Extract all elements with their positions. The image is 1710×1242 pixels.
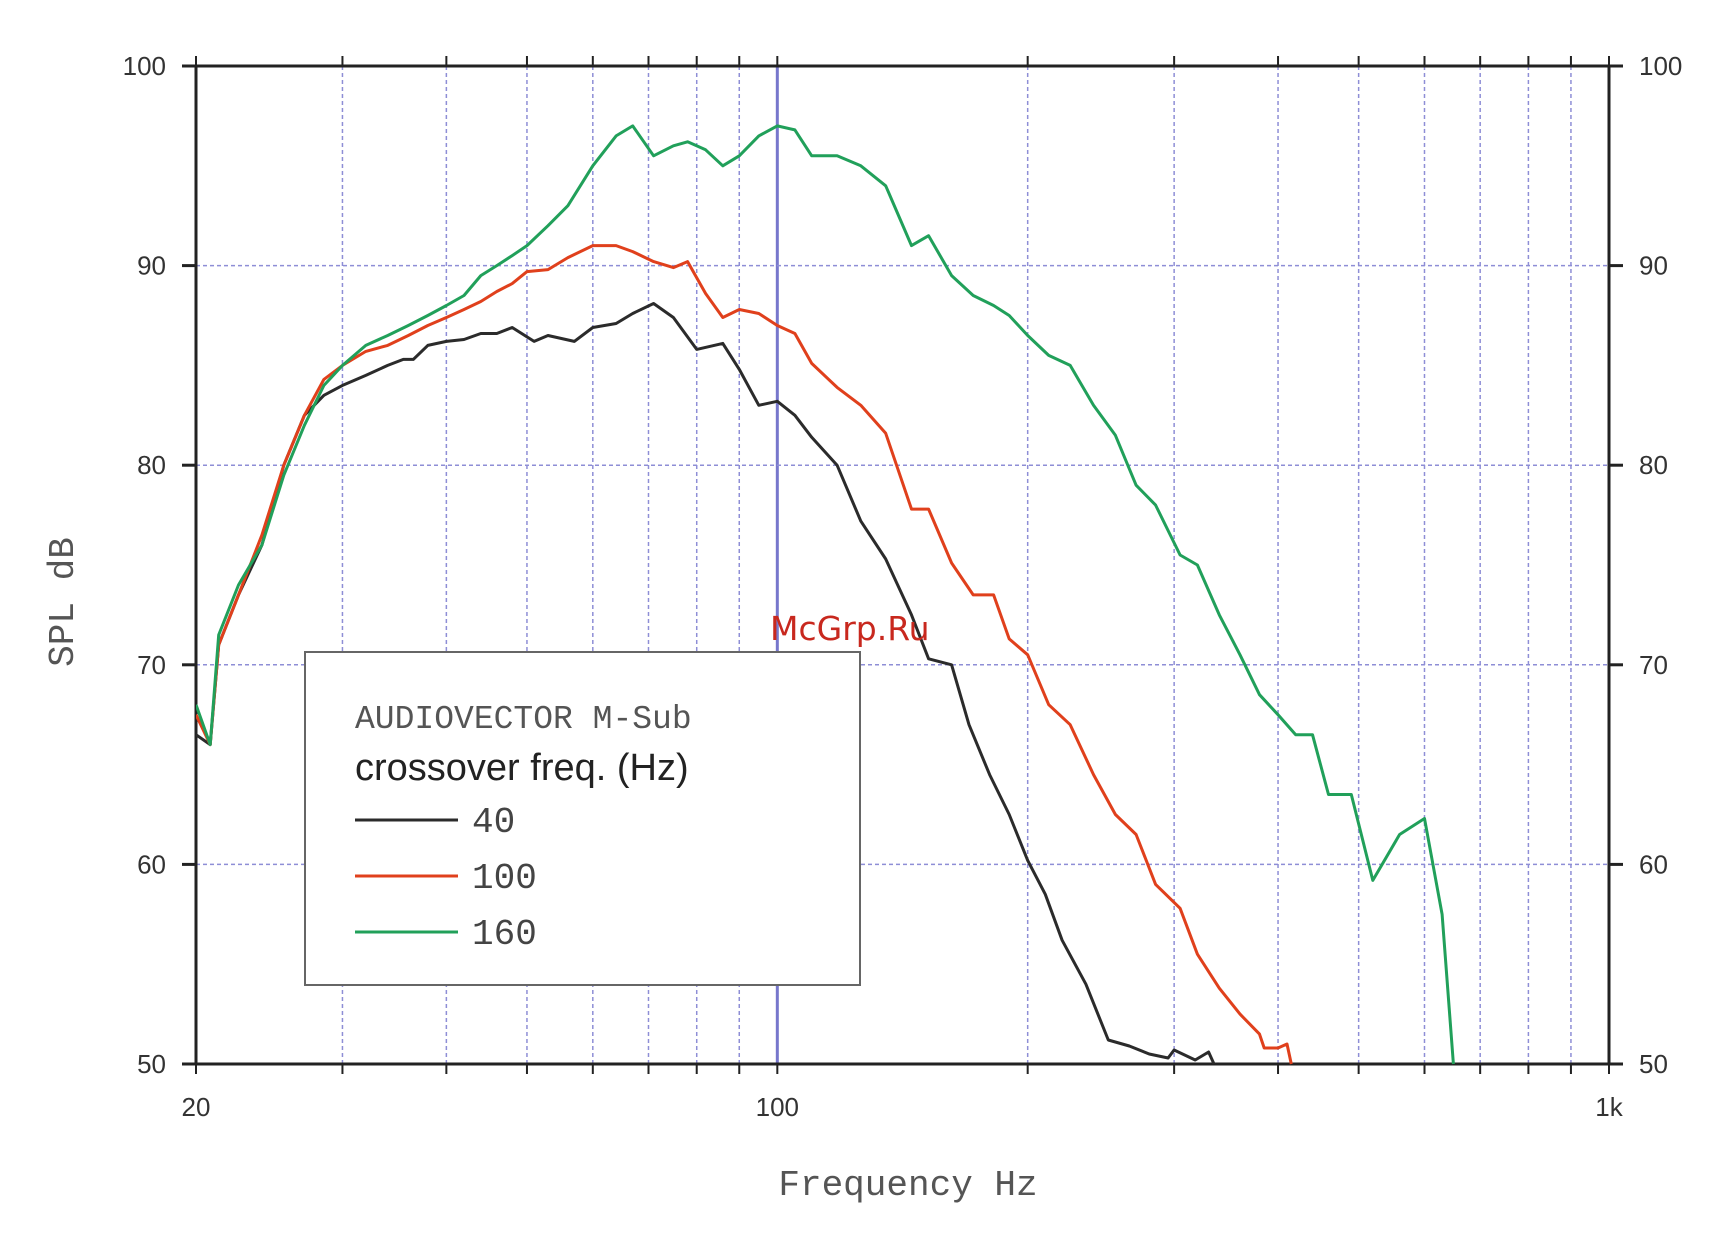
series-lines: [196, 124, 1455, 1065]
y-tick-label-right: 90: [1639, 251, 1668, 281]
y-tick-label-right: 80: [1639, 450, 1668, 480]
y-tick-label-right: 50: [1639, 1049, 1668, 1079]
y-tick-label-left: 80: [137, 450, 166, 480]
y-tick-label-left: 100: [123, 51, 166, 81]
plot-border: [194, 64, 1611, 1066]
x-tick-label: 1k: [1595, 1092, 1623, 1122]
legend: AUDIOVECTOR M-Sub crossover freq. (Hz) 4…: [304, 651, 861, 986]
y-tick-label-right: 60: [1639, 849, 1668, 879]
y-tick-label-left: 70: [137, 650, 166, 680]
y-tick-label-left: 50: [137, 1049, 166, 1079]
tick-labels: 100 100 90 90 80 80 70 70 60 60 50 50 20 100 1k: [123, 51, 1683, 1122]
legend-label-100: 100: [472, 858, 537, 899]
y-tick-label-right: 100: [1639, 51, 1682, 81]
legend-entries: 40 100 160: [355, 802, 537, 955]
legend-label-160: 160: [472, 914, 537, 955]
series-line-100: [196, 244, 1293, 1065]
legend-title: AUDIOVECTOR M-Sub: [355, 701, 692, 738]
x-tick-label: 100: [756, 1092, 799, 1122]
y-tick-label-left: 90: [137, 251, 166, 281]
y-tick-label-right: 70: [1639, 650, 1668, 680]
series-line-40: [196, 302, 1216, 1065]
x-tick-label: 20: [182, 1092, 211, 1122]
series-line-160: [196, 124, 1455, 1065]
legend-label-40: 40: [472, 802, 515, 843]
legend-subtitle: crossover freq. (Hz): [355, 747, 689, 789]
watermark-text: McGrp.Ru: [770, 609, 930, 648]
plot-frame: [182, 56, 1623, 1074]
y-tick-label-left: 60: [137, 849, 166, 879]
x-axis-title: Frequency Hz: [778, 1165, 1037, 1206]
y-axis-title: SPL dB: [43, 537, 84, 667]
